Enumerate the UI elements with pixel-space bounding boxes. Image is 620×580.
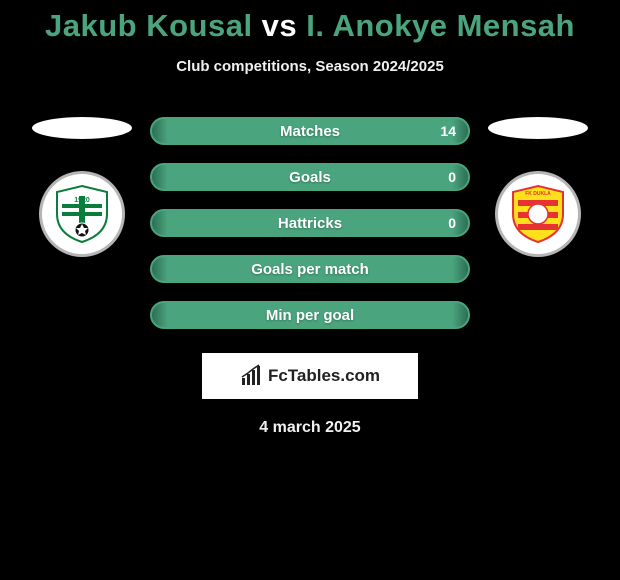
club-badge-right: FK DUKLA <box>495 171 581 257</box>
stat-row-hattricks: Hattricks 0 <box>150 209 470 237</box>
bar-chart-icon <box>240 364 264 388</box>
comparison-row: 1920 Matches 14 Goals 0 Hattricks 0 Goal… <box>0 117 620 329</box>
stat-label: Hattricks <box>278 215 342 232</box>
player2-photo-slot <box>488 117 588 139</box>
svg-text:1920: 1920 <box>74 197 90 204</box>
title-player2: I. Anokye Mensah <box>306 8 575 43</box>
player1-photo-slot <box>32 117 132 139</box>
stat-right-value: 0 <box>448 215 456 231</box>
branding-box[interactable]: FcTables.com <box>202 353 418 399</box>
stat-label: Goals per match <box>251 261 369 278</box>
skalica-crest-icon: 1920 <box>52 184 112 244</box>
title-vs: vs <box>253 8 307 43</box>
title-player1: Jakub Kousal <box>45 8 253 43</box>
left-side: 1920 <box>32 117 132 257</box>
stat-label: Goals <box>289 169 331 186</box>
right-side: FK DUKLA <box>488 117 588 257</box>
branding-text: FcTables.com <box>268 366 380 386</box>
subtitle: Club competitions, Season 2024/2025 <box>176 58 444 75</box>
stat-row-goals: Goals 0 <box>150 163 470 191</box>
stat-right-value: 0 <box>448 169 456 185</box>
club-badge-left: 1920 <box>39 171 125 257</box>
stat-right-value: 14 <box>440 123 456 139</box>
stat-row-min-per-goal: Min per goal <box>150 301 470 329</box>
stats-column: Matches 14 Goals 0 Hattricks 0 Goals per… <box>150 117 470 329</box>
stat-row-matches: Matches 14 <box>150 117 470 145</box>
stat-label: Min per goal <box>266 307 354 324</box>
page-title: Jakub Kousal vs I. Anokye Mensah <box>45 8 575 44</box>
stat-row-goals-per-match: Goals per match <box>150 255 470 283</box>
dukla-crest-icon: FK DUKLA <box>508 184 568 244</box>
date-label: 4 march 2025 <box>259 419 360 437</box>
stat-label: Matches <box>280 123 340 140</box>
svg-text:FK DUKLA: FK DUKLA <box>525 191 551 197</box>
